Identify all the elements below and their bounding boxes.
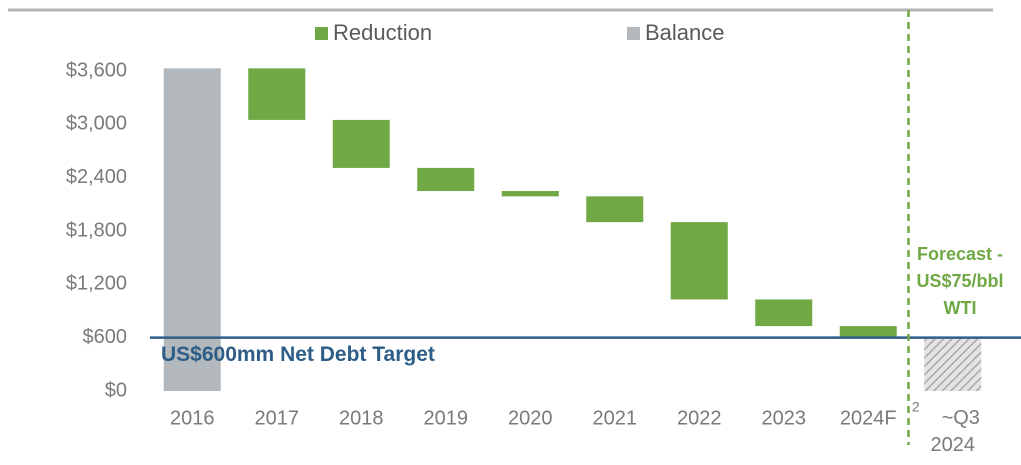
reduction-bar	[501, 191, 559, 197]
reduction-bar	[586, 196, 644, 223]
reduction-bar	[248, 68, 306, 120]
balance-bar	[924, 338, 982, 391]
x-tick-label: ~Q3 2024	[931, 407, 980, 456]
x-tick-label: 2016	[170, 407, 215, 429]
legend-label: Reduction	[333, 20, 432, 45]
legend-swatch	[627, 27, 640, 40]
reduction-bar	[839, 326, 897, 337]
x-tick-label: 2020	[508, 407, 553, 429]
x-tick-label: 2021	[593, 407, 638, 429]
x-tick-label: 2023	[762, 407, 807, 429]
forecast-label: Forecast -	[917, 244, 1003, 264]
y-tick-label: $1,200	[66, 273, 127, 295]
x-tick-label: 2017	[255, 407, 300, 429]
legend-label: Balance	[645, 20, 725, 45]
y-tick-label: $2,400	[66, 166, 127, 188]
x-tick-label: 2024F	[840, 407, 897, 429]
reduction-bar	[670, 222, 728, 300]
reduction-bar	[332, 119, 390, 168]
x-tick-label: 2019	[424, 407, 469, 429]
y-tick-label: $1,800	[66, 219, 127, 241]
y-tick-label: $3,000	[66, 113, 127, 135]
forecast-label: WTI	[944, 298, 977, 318]
reduction-bar	[417, 167, 475, 192]
x-tick-label: 2018	[339, 407, 384, 429]
reduction-bar	[755, 299, 813, 327]
y-tick-label: $3,600	[66, 59, 127, 81]
legend-swatch	[315, 27, 328, 40]
footnote-marker: 2	[912, 399, 920, 415]
x-tick-label: 2022	[677, 407, 722, 429]
y-tick-label: $600	[83, 326, 128, 348]
target-label: US$600mm Net Debt Target	[161, 343, 435, 366]
y-tick-label: $0	[105, 379, 127, 401]
forecast-label: US$75/bbl	[916, 271, 1003, 291]
